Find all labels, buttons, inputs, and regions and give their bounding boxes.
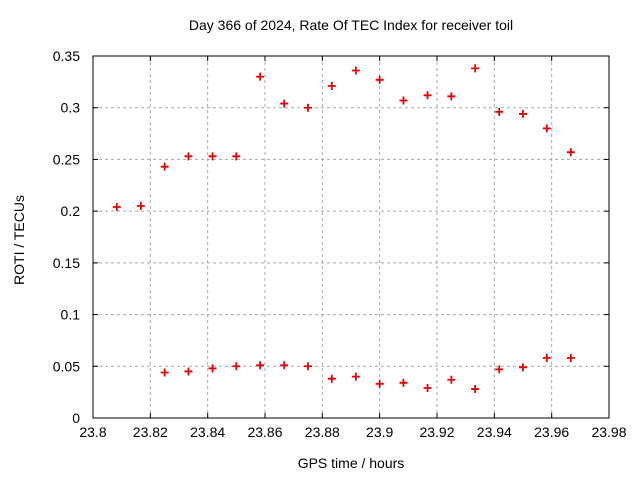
data-point (232, 152, 241, 161)
gridlines (93, 56, 609, 418)
y-tick-label: 0.15 (53, 255, 80, 271)
data-point (256, 72, 265, 81)
x-tick-label: 23.84 (190, 424, 225, 440)
data-point (304, 362, 312, 371)
data-point (208, 364, 217, 373)
data-point (471, 64, 480, 73)
y-axis-label: ROTI / TECUs (11, 195, 27, 285)
data-point (471, 385, 480, 394)
chart-title: Day 366 of 2024, Rate Of TEC Index for r… (189, 17, 513, 33)
x-axis-label: GPS time / hours (298, 455, 405, 471)
y-axis-tick-labels: 0 0.05 0.1 0.15 0.2 0.25 0.3 0.35 (53, 48, 80, 426)
x-tick-label: 23.8 (79, 424, 106, 440)
data-point (280, 99, 289, 108)
x-tick-label: 23.94 (477, 424, 512, 440)
x-tick-label: 23.9 (366, 424, 393, 440)
data-point (542, 354, 551, 363)
x-tick-label: 23.88 (305, 424, 340, 440)
data-point (566, 148, 575, 157)
x-tick-label: 23.98 (591, 424, 626, 440)
data-point (519, 363, 527, 372)
data-point (375, 75, 384, 84)
data-point (327, 374, 336, 383)
y-tick-label: 0.1 (61, 307, 81, 323)
series-upper-branch (112, 64, 575, 212)
data-point (351, 66, 360, 75)
tick-marks (92, 55, 610, 419)
x-axis-tick-labels: 23.8 23.82 23.84 23.86 23.88 23.9 23.92 23.94 23… (79, 424, 626, 440)
data-point (184, 152, 193, 161)
y-tick-label: 0.3 (61, 100, 81, 116)
series-lower-branch (160, 354, 575, 394)
data-point (304, 103, 312, 112)
data-point (232, 362, 241, 371)
x-tick-label: 23.92 (419, 424, 454, 440)
data-point (519, 109, 527, 118)
data-point (423, 384, 432, 393)
data-point (112, 203, 121, 212)
data-point (542, 124, 551, 133)
data-point (160, 162, 169, 171)
data-point (495, 365, 504, 374)
data-point (184, 367, 193, 376)
data-point (423, 91, 432, 100)
plot-border (92, 55, 610, 419)
data-point (136, 201, 145, 210)
data-point (280, 361, 289, 370)
data-point (160, 368, 169, 377)
data-point (399, 96, 408, 105)
data-point (351, 372, 360, 381)
x-tick-label: 23.86 (247, 424, 282, 440)
data-point (256, 361, 265, 370)
data-point (327, 81, 336, 90)
data-points (112, 64, 575, 394)
y-tick-label: 0.05 (53, 358, 80, 374)
data-point (447, 375, 456, 384)
data-point (566, 354, 575, 363)
x-tick-label: 23.96 (534, 424, 569, 440)
data-point (447, 92, 456, 101)
data-point (399, 378, 408, 387)
y-tick-label: 0 (72, 410, 80, 426)
data-point (375, 379, 384, 388)
x-tick-label: 23.82 (133, 424, 168, 440)
y-tick-label: 0.25 (53, 151, 80, 167)
data-point (208, 152, 217, 161)
y-tick-label: 0.35 (53, 48, 80, 64)
data-point (495, 107, 504, 116)
y-tick-label: 0.2 (61, 203, 81, 219)
